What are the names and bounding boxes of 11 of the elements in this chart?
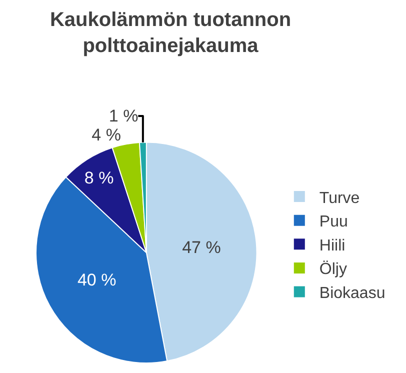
legend-label: Puu	[319, 214, 348, 231]
chart-title: Kaukolämmön tuotannon polttoainejakauma	[50, 9, 292, 58]
legend-label: Hiili	[319, 237, 346, 254]
legend-label: Öljy	[319, 260, 347, 278]
data-label: 1 %	[108, 106, 138, 126]
legend-label: Turve	[319, 190, 360, 207]
data-label: 4 %	[92, 126, 121, 145]
data-label: 47 %	[182, 238, 221, 257]
data-label: 40 %	[77, 270, 116, 290]
legend-label: Biokaasu	[319, 284, 386, 302]
data-label: 8 %	[84, 168, 114, 188]
